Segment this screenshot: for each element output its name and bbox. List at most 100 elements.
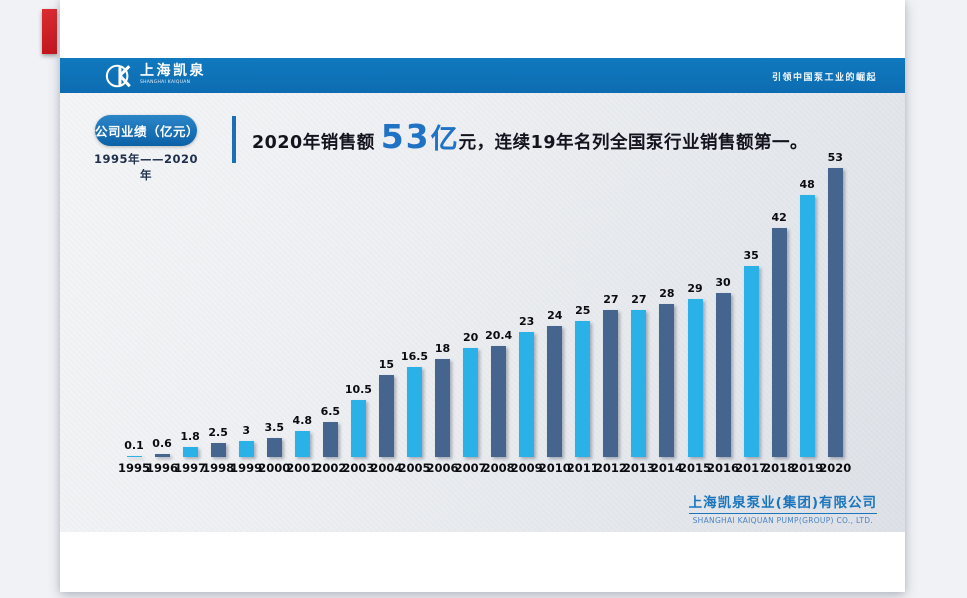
bar-1998 — [210, 443, 226, 457]
x-axis-label: 2004 — [370, 461, 403, 475]
bar-2016 — [715, 293, 731, 457]
bar-2020 — [827, 168, 843, 457]
bar-value-label: 16.5 — [400, 350, 429, 363]
bar-value-label: 20.4 — [485, 329, 513, 342]
x-axis-label: 2019 — [791, 461, 824, 475]
x-axis-label: 1999 — [230, 461, 263, 475]
bar-1999 — [238, 441, 254, 457]
bar-value-label: 27 — [631, 293, 647, 306]
kaiquan-logo-icon — [105, 64, 131, 88]
bar-value-label: 24 — [547, 309, 563, 322]
bar-value-label: 29 — [687, 282, 703, 295]
x-axis-label: 2013 — [622, 461, 655, 475]
footer-company: 上海凯泉泵业(集团)有限公司 SHANGHAI KAIQUAN PUMP(GRO… — [688, 491, 877, 525]
bar-2010 — [547, 326, 563, 457]
bar-value-label: 15 — [378, 358, 395, 371]
x-axis-label: 1998 — [202, 461, 235, 475]
red-bookmark-ribbon — [42, 9, 57, 54]
bar-value-label: 20 — [462, 331, 479, 344]
x-axis-label: 2010 — [538, 461, 571, 475]
bar-value-label: 10.5 — [344, 383, 372, 396]
x-axis-label: 2012 — [594, 461, 627, 475]
headline-suffix: 连续19年名列全国泵行业销售额第一。 — [494, 133, 809, 153]
bar-2004 — [378, 375, 394, 457]
bar-2013 — [631, 310, 647, 457]
chart-period-label: 1995年——2020年 — [93, 152, 198, 182]
bar-2000 — [266, 438, 282, 457]
x-axis-label: 2001 — [286, 461, 319, 475]
bar-2006 — [435, 359, 451, 457]
slide-header-bar: 上海凯泉 SHANGHAI KAIQUAN 引领中国泵工业的崛起 — [60, 58, 905, 93]
x-axis-label: 2015 — [678, 461, 711, 475]
x-axis-label: 2007 — [454, 461, 487, 475]
chart-panel: 公司业绩（亿元） 1995年——2020年 2020年销售额 53 亿 元， 连… — [60, 93, 905, 532]
bar-value-label: 25 — [575, 304, 591, 317]
bar-1995 — [126, 456, 142, 457]
x-axis-label: 2014 — [650, 461, 683, 475]
footer-company-cn: 上海凯泉泵业(集团)有限公司 — [688, 491, 877, 514]
x-axis-label: 2016 — [707, 461, 740, 475]
plot-area: 0.1 1995 0.6 1996 1.8 1997 2.5 1998 3 1999 3.5 2000… — [60, 0, 905, 475]
x-axis-label: 2011 — [566, 461, 599, 475]
bar-value-label: 18 — [434, 342, 451, 355]
bar-1996 — [154, 454, 170, 457]
x-axis-label: 1996 — [146, 461, 179, 475]
headline: 2020年销售额 53 亿 元， 连续19年名列全国泵行业销售额第一。 — [252, 117, 808, 159]
bar-value-label: 53 — [827, 151, 843, 164]
headline-highlight-number: 53 — [380, 117, 431, 156]
bar-2008 — [491, 346, 507, 457]
x-axis-label: 2002 — [314, 461, 347, 475]
bar-2002 — [322, 422, 338, 457]
header-slogan: 引领中国泵工业的崛起 — [771, 73, 877, 83]
x-axis-label: 2017 — [735, 461, 768, 475]
bar-value-label: 35 — [743, 249, 759, 262]
bar-value-label: 42 — [771, 211, 787, 224]
chart-title-badge: 公司业绩（亿元） — [95, 115, 199, 146]
bar-2018 — [771, 228, 787, 457]
x-axis-label: 2009 — [510, 461, 543, 475]
headline-yuan: 元， — [458, 133, 495, 153]
bar-2017 — [743, 266, 759, 457]
brand-logo: 上海凯泉 SHANGHAI KAIQUAN — [105, 62, 230, 90]
x-axis-label: 2018 — [763, 461, 796, 475]
x-axis-label: 2000 — [258, 461, 291, 475]
headline-highlight-unit: 亿 — [430, 124, 458, 155]
headline-divider — [232, 116, 236, 163]
x-axis-label: 2005 — [398, 461, 431, 475]
bar-2015 — [687, 299, 703, 457]
x-axis-label: 2020 — [819, 461, 852, 475]
footer-company-en: SHANGHAI KAIQUAN PUMP(GROUP) CO., LTD. — [692, 516, 874, 525]
bar-2005 — [407, 367, 422, 457]
bar-value-label: 23 — [519, 315, 535, 328]
bar-2007 — [463, 348, 479, 457]
bar-value-label: 0.6 — [152, 437, 172, 450]
bar-2012 — [603, 310, 619, 457]
bar-value-label: 48 — [799, 178, 815, 191]
x-axis-label: 1997 — [174, 461, 207, 475]
bar-2011 — [575, 321, 591, 457]
brand-name-cn: 上海凯泉 — [140, 63, 206, 79]
bar-2003 — [350, 400, 366, 457]
bar-2014 — [659, 304, 675, 457]
headline-prefix: 2020年销售额 — [252, 133, 375, 153]
bar-value-label: 6.5 — [320, 405, 341, 418]
bar-value-label: 27 — [603, 293, 619, 306]
slide-canvas: 上海凯泉 SHANGHAI KAIQUAN 引领中国泵工业的崛起 公司业绩（亿元… — [60, 0, 905, 592]
x-axis-label: 2008 — [482, 461, 515, 475]
bar-value-label: 28 — [659, 287, 675, 300]
bar-value-label: 3 — [242, 424, 251, 437]
brand-name-en: SHANGHAI KAIQUAN — [140, 79, 191, 85]
bar-value-label: 1.8 — [180, 430, 200, 443]
x-axis-label: 1995 — [117, 461, 150, 475]
bar-1997 — [182, 447, 198, 457]
bar-value-label: 4.8 — [292, 414, 313, 427]
bar-2001 — [294, 431, 310, 457]
bar-2019 — [799, 195, 815, 457]
bar-value-label: 2.5 — [208, 426, 228, 439]
x-axis-label: 2003 — [342, 461, 375, 475]
bar-2009 — [519, 332, 535, 457]
bar-value-label: 0.1 — [124, 439, 144, 452]
bar-value-label: 30 — [715, 276, 731, 289]
x-axis-label: 2006 — [426, 461, 459, 475]
bar-value-label: 3.5 — [264, 421, 285, 434]
